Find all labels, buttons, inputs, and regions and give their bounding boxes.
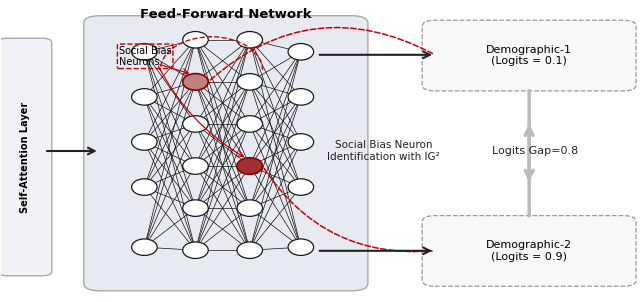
Ellipse shape	[132, 179, 157, 195]
Ellipse shape	[132, 239, 157, 255]
Text: Feed-Forward Network: Feed-Forward Network	[140, 8, 311, 21]
Ellipse shape	[182, 158, 208, 174]
Ellipse shape	[182, 200, 208, 216]
Ellipse shape	[237, 116, 262, 132]
FancyBboxPatch shape	[422, 216, 636, 286]
Text: Social Bias
Neurons: Social Bias Neurons	[119, 46, 172, 67]
Ellipse shape	[237, 74, 262, 90]
Ellipse shape	[288, 134, 314, 150]
Ellipse shape	[182, 31, 208, 48]
Text: Social Bias Neuron
Identification with IG²: Social Bias Neuron Identification with I…	[328, 140, 440, 162]
Text: Self-Attention Layer: Self-Attention Layer	[20, 101, 29, 213]
FancyBboxPatch shape	[422, 20, 636, 91]
Ellipse shape	[182, 116, 208, 132]
FancyBboxPatch shape	[84, 16, 368, 291]
Ellipse shape	[237, 242, 262, 259]
Ellipse shape	[288, 43, 314, 60]
Text: Demographic-1
(Logits = 0.1): Demographic-1 (Logits = 0.1)	[486, 45, 572, 66]
Ellipse shape	[237, 200, 262, 216]
Text: Demographic-2
(Logits = 0.9): Demographic-2 (Logits = 0.9)	[486, 240, 572, 262]
Ellipse shape	[182, 242, 208, 259]
Ellipse shape	[237, 31, 262, 48]
Ellipse shape	[288, 179, 314, 195]
Ellipse shape	[288, 88, 314, 105]
Ellipse shape	[132, 43, 157, 60]
Ellipse shape	[132, 134, 157, 150]
Text: Logits Gap=0.8: Logits Gap=0.8	[492, 146, 579, 156]
Ellipse shape	[288, 239, 314, 255]
Ellipse shape	[237, 158, 262, 174]
FancyBboxPatch shape	[0, 38, 52, 276]
Ellipse shape	[182, 74, 208, 90]
Ellipse shape	[132, 88, 157, 105]
